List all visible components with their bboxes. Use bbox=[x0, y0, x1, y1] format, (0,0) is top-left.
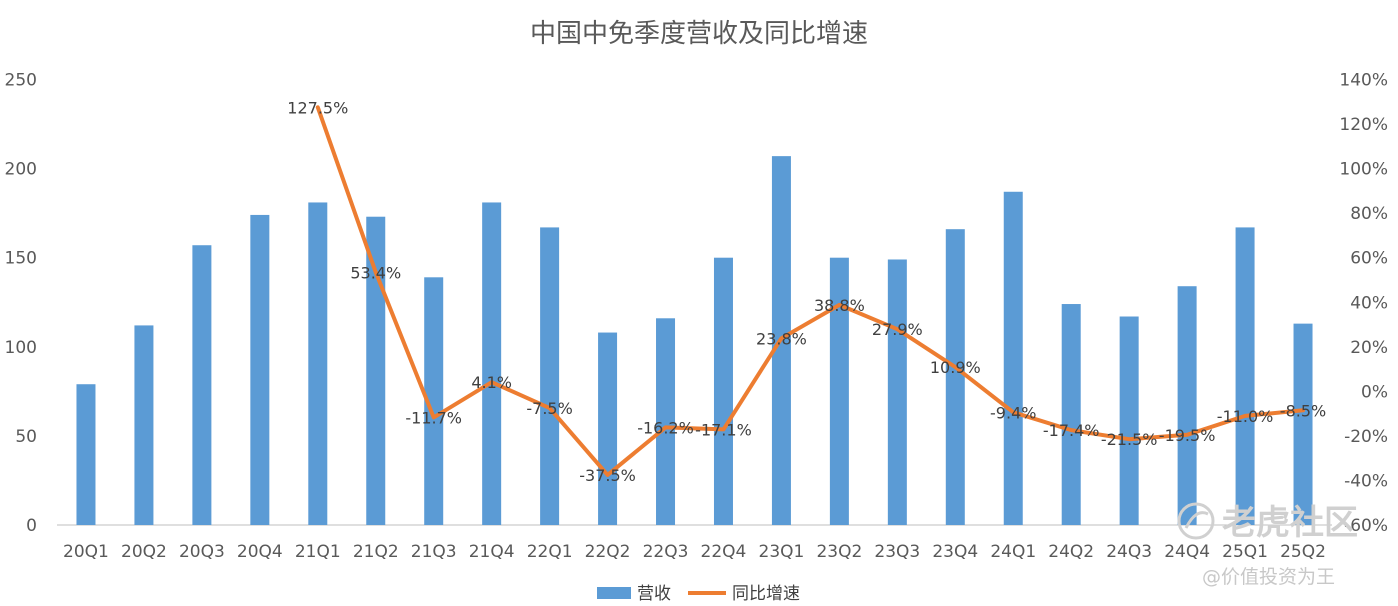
growth-data-labels: 127.5%53.4%-11.7%4.1%-7.5%-37.5%-16.2% -1… bbox=[287, 98, 1326, 485]
category-labels: 20Q1 20Q2 20Q3 20Q4 21Q1 21Q2 21Q3 21Q4 22Q1 22Q2… bbox=[63, 542, 1326, 562]
category-label: 24Q3 bbox=[1106, 542, 1152, 562]
right-tick-label: 40% bbox=[1350, 293, 1388, 313]
category-label: 21Q4 bbox=[469, 542, 515, 562]
growth-data-label: 10.9% bbox=[930, 358, 981, 377]
category-label: 21Q2 bbox=[353, 542, 399, 562]
category-label: 22Q3 bbox=[643, 542, 689, 562]
revenue-bar bbox=[540, 227, 560, 525]
category-label: 22Q2 bbox=[585, 542, 631, 562]
watermark-logo-icon bbox=[1177, 502, 1215, 540]
growth-data-label: -16.2% bbox=[637, 418, 694, 437]
revenue-bar bbox=[482, 202, 502, 525]
revenue-bar bbox=[308, 202, 328, 525]
left-tick-label: 100 bbox=[5, 338, 37, 358]
revenue-bar bbox=[887, 259, 907, 525]
growth-data-label: -9.4% bbox=[990, 403, 1036, 422]
right-tick-label: -60% bbox=[1344, 516, 1388, 536]
left-tick-label: 200 bbox=[5, 160, 37, 180]
revenue-bar bbox=[76, 384, 96, 525]
growth-data-label: 127.5% bbox=[287, 98, 348, 117]
category-label: 24Q4 bbox=[1164, 542, 1210, 562]
revenue-bar bbox=[424, 277, 444, 525]
watermark-author: @价值投资为王 bbox=[1202, 566, 1335, 588]
revenue-bar bbox=[945, 229, 965, 526]
left-tick-label: 250 bbox=[5, 71, 37, 91]
category-label: 24Q1 bbox=[990, 542, 1036, 562]
revenue-bar bbox=[1235, 227, 1255, 525]
category-label: 23Q4 bbox=[932, 542, 978, 562]
category-label: 20Q1 bbox=[63, 542, 109, 562]
category-label: 21Q1 bbox=[295, 542, 341, 562]
growth-data-label: -11.0% bbox=[1217, 407, 1274, 426]
left-axis-ticks: 0 50 100 150 200 250 bbox=[5, 71, 37, 537]
category-label: 20Q4 bbox=[237, 542, 283, 562]
right-tick-label: 60% bbox=[1350, 249, 1388, 269]
category-label: 23Q2 bbox=[816, 542, 862, 562]
revenue-bar bbox=[250, 214, 270, 525]
legend-label-growth: 同比增速 bbox=[732, 584, 800, 604]
growth-data-label: -17.1% bbox=[695, 420, 752, 439]
right-tick-label: -40% bbox=[1344, 471, 1388, 491]
right-tick-label: 100% bbox=[1339, 160, 1388, 180]
revenue-bar bbox=[1003, 191, 1023, 526]
category-label: 20Q2 bbox=[121, 542, 167, 562]
growth-data-label: -11.7% bbox=[405, 408, 462, 427]
category-label: 25Q1 bbox=[1222, 542, 1268, 562]
watermark-logo-stroke bbox=[1184, 511, 1209, 529]
growth-data-label: 27.9% bbox=[872, 320, 923, 339]
left-tick-label: 0 bbox=[26, 516, 37, 536]
revenue-bar bbox=[829, 257, 849, 525]
chart-title: 中国中免季度营收及同比增速 bbox=[530, 19, 868, 49]
category-label: 21Q3 bbox=[411, 542, 457, 562]
category-label: 25Q2 bbox=[1280, 542, 1326, 562]
category-label: 22Q4 bbox=[701, 542, 747, 562]
right-tick-label: 0% bbox=[1361, 382, 1388, 402]
revenue-bar bbox=[1061, 304, 1081, 525]
revenue-bar bbox=[192, 245, 212, 525]
watermark-brand: 老虎社区 bbox=[1222, 503, 1358, 543]
growth-data-label: 4.1% bbox=[471, 373, 512, 392]
revenue-bar bbox=[713, 257, 733, 525]
growth-line-layer bbox=[315, 105, 1305, 477]
right-tick-label: -20% bbox=[1344, 427, 1388, 447]
right-tick-label: 140% bbox=[1339, 71, 1388, 91]
right-tick-label: 20% bbox=[1350, 338, 1388, 358]
growth-data-label: -7.5% bbox=[526, 399, 572, 418]
revenue-bar bbox=[134, 325, 154, 525]
revenue-bar bbox=[1293, 323, 1313, 525]
category-label: 24Q2 bbox=[1048, 542, 1094, 562]
growth-data-label: -8.5% bbox=[1280, 401, 1326, 420]
revenue-bar bbox=[1177, 286, 1197, 525]
watermark: 老虎社区 @价值投资为王 bbox=[1177, 502, 1358, 588]
category-label: 23Q1 bbox=[759, 542, 805, 562]
right-axis-ticks: -60% -40% -20% 0% 20% 40% 60% 80% 100% 120% 140% bbox=[1339, 71, 1388, 537]
category-label: 23Q3 bbox=[874, 542, 920, 562]
growth-data-label: -17.4% bbox=[1043, 421, 1100, 440]
growth-data-label: 23.8% bbox=[756, 329, 807, 348]
left-tick-label: 150 bbox=[5, 249, 37, 269]
growth-data-label: -37.5% bbox=[579, 466, 636, 485]
revenue-bar bbox=[1119, 316, 1139, 525]
growth-data-label: 53.4% bbox=[350, 263, 401, 282]
revenue-bar bbox=[598, 332, 618, 525]
growth-data-label: -21.5% bbox=[1101, 430, 1158, 449]
legend-label-revenue: 营收 bbox=[637, 584, 671, 604]
left-tick-label: 50 bbox=[15, 427, 37, 447]
growth-line bbox=[315, 105, 1305, 477]
right-tick-label: 80% bbox=[1350, 204, 1388, 224]
growth-data-label: 38.8% bbox=[814, 296, 865, 315]
category-label: 22Q1 bbox=[527, 542, 573, 562]
revenue-bars bbox=[76, 156, 1313, 526]
revenue-bar bbox=[656, 318, 676, 525]
category-label: 20Q3 bbox=[179, 542, 225, 562]
revenue-bar bbox=[366, 216, 386, 526]
right-tick-label: 120% bbox=[1339, 115, 1388, 135]
growth-data-label: -19.5% bbox=[1159, 426, 1216, 445]
legend: 营收 同比增速 bbox=[597, 584, 800, 604]
legend-swatch-revenue bbox=[597, 587, 631, 599]
